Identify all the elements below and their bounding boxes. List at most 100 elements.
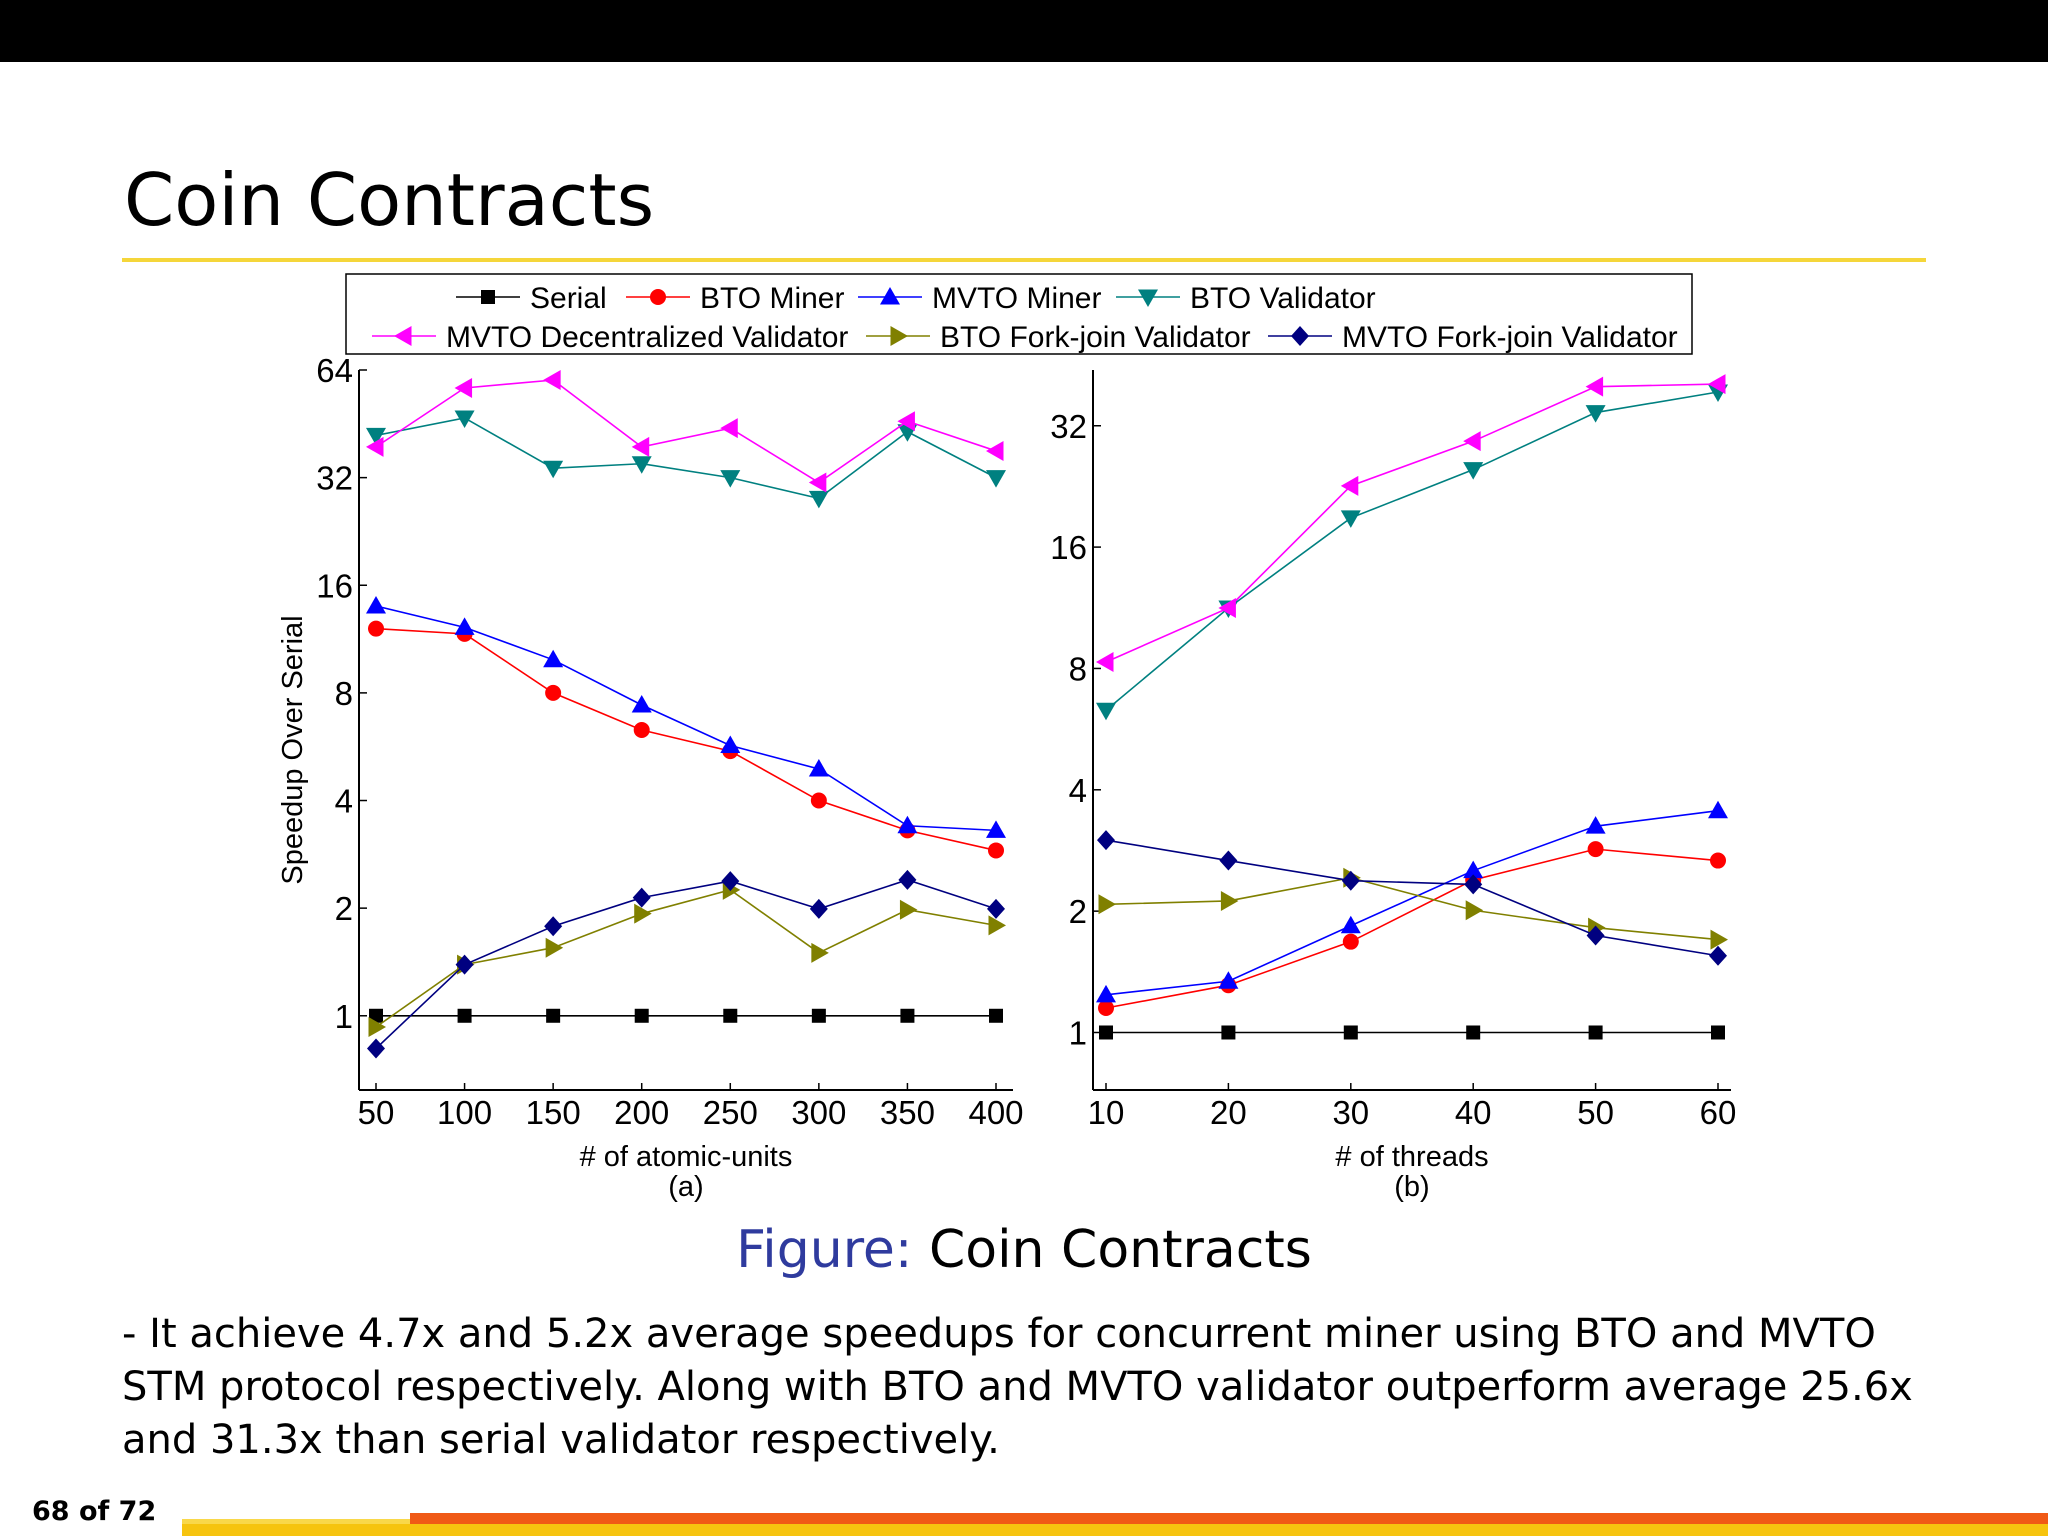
data-point <box>1587 841 1604 858</box>
legend-box <box>345 273 1693 355</box>
series-line <box>1105 809 1719 996</box>
data-point <box>986 440 1004 461</box>
series-line <box>1105 876 1719 941</box>
y-tick-label: 16 <box>1050 529 1087 566</box>
data-point <box>543 370 561 391</box>
legend-label: BTO Fork-join Validator <box>940 321 1251 354</box>
data-point <box>1096 702 1116 721</box>
data-point <box>368 1017 386 1038</box>
data-point <box>1096 652 1114 673</box>
legend-marker <box>1291 326 1309 346</box>
data-point <box>1098 1000 1114 1017</box>
data-point <box>1465 900 1484 921</box>
data-point <box>1098 894 1116 915</box>
x-tick-label: 50 <box>1577 1094 1614 1131</box>
data-point <box>1342 933 1359 950</box>
y-tick-label: 2 <box>335 890 353 927</box>
data-point <box>1340 915 1361 934</box>
data-point <box>1463 860 1484 879</box>
data-point <box>1463 462 1484 480</box>
data-point <box>544 916 563 937</box>
data-point <box>986 470 1006 488</box>
data-point <box>810 792 827 809</box>
data-point <box>1463 431 1481 452</box>
series-mvto-decentralized-validator <box>1096 374 1726 673</box>
data-point <box>1343 1025 1358 1040</box>
y-tick-label: 16 <box>316 567 353 604</box>
series-bto-validator <box>366 410 1006 509</box>
data-point <box>986 820 1006 838</box>
legend-label: BTO Validator <box>1190 282 1376 315</box>
y-tick-label: 1 <box>335 998 353 1035</box>
data-point <box>546 1008 561 1023</box>
data-point <box>1464 874 1483 895</box>
legend: Serial BTO Miner MVTO Miner BTO Validator MV… <box>345 273 1693 355</box>
data-point <box>369 1008 383 1023</box>
legend-label: MVTO Fork-join Validator <box>1342 321 1678 354</box>
data-point <box>809 898 828 919</box>
series-line <box>1105 383 1719 663</box>
legend-item-mvto-decentralized-validator: MVTO Decentralized Validator <box>372 321 848 354</box>
page-number: 68 of 72 <box>32 1496 157 1527</box>
x-tick-label: 60 <box>1700 1094 1737 1131</box>
x-axis-label: # of atomic-units <box>580 1141 793 1173</box>
figure-caption: Figure: Coin Contracts <box>0 1220 2048 1280</box>
data-point <box>988 915 1006 936</box>
data-point <box>631 436 650 457</box>
data-point <box>366 595 386 614</box>
data-point <box>454 410 475 428</box>
y-tick-label: 32 <box>1050 408 1087 445</box>
series-mvto-fork-join-validator <box>1097 830 1727 966</box>
series-line <box>375 379 997 484</box>
x-tick-label: 300 <box>791 1094 846 1131</box>
data-point <box>454 377 473 398</box>
data-point <box>545 937 564 958</box>
legend-item-serial: Serial <box>456 282 607 315</box>
y-tick-label: 1 <box>1069 1014 1087 1051</box>
x-tick-label: 40 <box>1455 1094 1492 1131</box>
data-point <box>1588 1025 1603 1040</box>
caption-text: Coin Contracts <box>912 1220 1312 1280</box>
data-point <box>808 759 829 777</box>
x-tick-label: 10 <box>1088 1094 1125 1131</box>
series-bto-miner <box>1098 841 1726 1017</box>
data-point <box>1340 510 1361 528</box>
data-point <box>811 942 829 963</box>
legend-label: Serial <box>530 282 607 315</box>
x-tick-label: 250 <box>703 1094 758 1131</box>
chart-panel-a: 1 2 4 8 16 32 64 50 100 150 200 250 300 350 400 # of at… <box>277 352 1024 1203</box>
y-tick-label: 2 <box>1069 893 1087 930</box>
series-line <box>375 605 997 832</box>
data-point <box>899 899 918 920</box>
data-point <box>897 815 918 834</box>
data-point <box>457 1008 472 1023</box>
data-point <box>1466 1025 1481 1040</box>
data-point <box>455 954 474 975</box>
data-point <box>1097 830 1115 851</box>
body-text: - It achieve 4.7x and 5.2x average speed… <box>122 1311 1913 1463</box>
y-axis-label: Speedup Over Serial <box>277 615 309 884</box>
legend-label: MVTO Miner <box>932 282 1101 315</box>
data-point <box>634 903 652 924</box>
data-point <box>988 842 1004 859</box>
data-point <box>1099 1025 1113 1040</box>
y-tick-label: 8 <box>1069 650 1087 687</box>
data-point <box>1096 984 1116 1003</box>
y-tick-label: 8 <box>335 675 353 712</box>
data-point <box>720 418 738 439</box>
series-bto-validator <box>1096 384 1728 721</box>
data-point <box>721 871 740 892</box>
series-mvto-miner <box>366 595 1006 838</box>
data-point <box>1340 475 1359 496</box>
series-line <box>375 417 997 500</box>
chart-panel-b: 1 2 4 8 16 32 10 20 30 40 50 60 # of threads(b) <box>1050 370 1736 1203</box>
x-tick-label: 20 <box>1210 1094 1247 1131</box>
subplot-label: (b) <box>1394 1171 1429 1203</box>
series-line <box>375 878 997 1050</box>
data-point <box>545 684 562 701</box>
x-tick-label: 30 <box>1332 1094 1369 1131</box>
data-point <box>1585 816 1606 834</box>
legend-item-bto-validator: BTO Validator <box>1116 282 1376 315</box>
data-point <box>723 1008 738 1023</box>
